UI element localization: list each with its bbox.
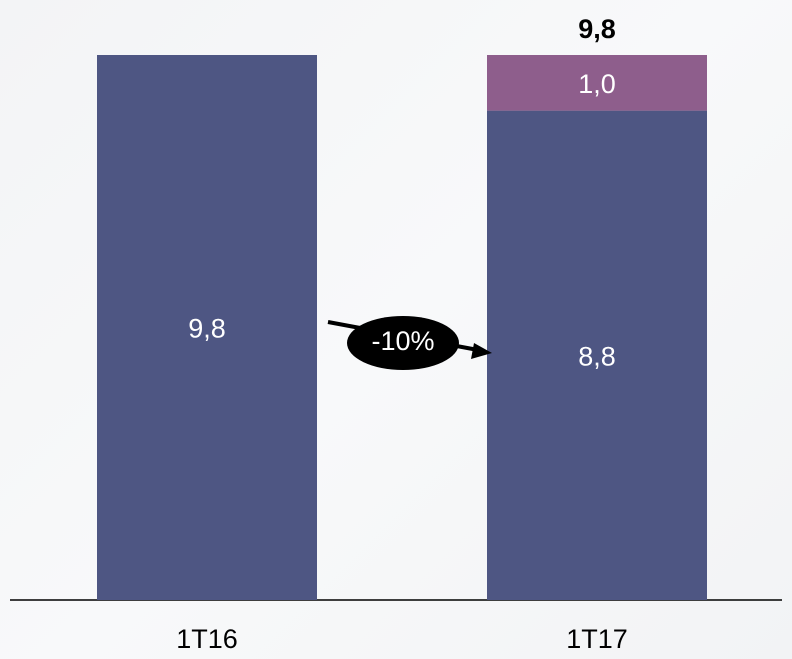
annotation: -10%: [327, 316, 492, 370]
arrow-head: [471, 343, 492, 359]
total-label: 9,8: [578, 14, 616, 44]
x-tick-label: 1T17: [566, 624, 628, 654]
annotation-text: -10%: [371, 326, 434, 356]
bar-segment: [487, 55, 707, 111]
x-tick-label: 1T16: [176, 624, 238, 654]
value-label: 9,8: [188, 314, 226, 344]
annotation-bubble: [347, 316, 459, 370]
value-label: 8,8: [578, 341, 616, 371]
value-label: 1,0: [578, 69, 616, 99]
bar-segment: [487, 110, 707, 600]
bar-segment: [97, 55, 317, 600]
